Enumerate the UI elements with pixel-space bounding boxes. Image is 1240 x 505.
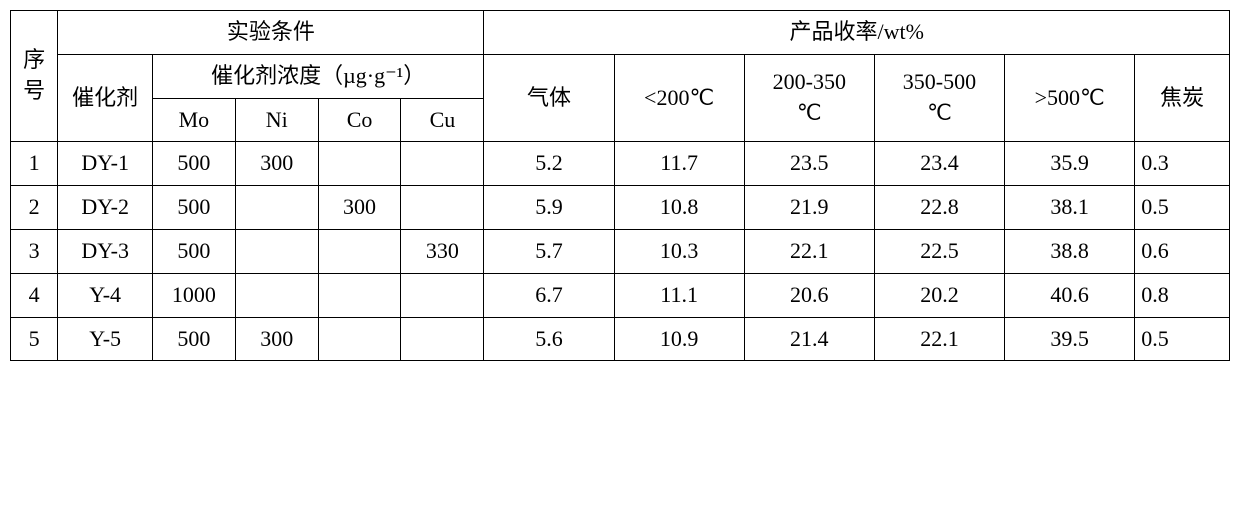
cell-seq: 3 xyxy=(11,229,58,273)
cell-ni: 300 xyxy=(235,142,318,186)
cell-coke: 0.5 xyxy=(1135,186,1230,230)
cell-350-500: 22.5 xyxy=(874,229,1004,273)
col-lt200: <200℃ xyxy=(614,54,744,142)
cell-co xyxy=(318,273,401,317)
col-350-500-unit: ℃ xyxy=(927,100,952,125)
cell-lt200: 11.7 xyxy=(614,142,744,186)
cell-seq: 2 xyxy=(11,186,58,230)
cell-catalyst: Y-4 xyxy=(58,273,153,317)
cell-gt500: 40.6 xyxy=(1005,273,1135,317)
col-gt500: >500℃ xyxy=(1005,54,1135,142)
table-row: 1 DY-1 500 300 5.2 11.7 23.5 23.4 35.9 0… xyxy=(11,142,1230,186)
cell-gas: 5.6 xyxy=(484,317,614,361)
cell-gas: 5.7 xyxy=(484,229,614,273)
col-co: Co xyxy=(318,98,401,142)
col-yield-group: 产品收率/wt% xyxy=(484,11,1230,55)
cell-lt200: 11.1 xyxy=(614,273,744,317)
cell-350-500: 20.2 xyxy=(874,273,1004,317)
col-mo: Mo xyxy=(152,98,235,142)
cell-catalyst: Y-5 xyxy=(58,317,153,361)
cell-cu xyxy=(401,186,484,230)
cell-ni xyxy=(235,229,318,273)
cell-gt500: 38.8 xyxy=(1005,229,1135,273)
cell-200-350: 22.1 xyxy=(744,229,874,273)
cell-lt200: 10.9 xyxy=(614,317,744,361)
cell-catalyst: DY-3 xyxy=(58,229,153,273)
col-gas: 气体 xyxy=(484,54,614,142)
cell-catalyst: DY-1 xyxy=(58,142,153,186)
cell-ni xyxy=(235,273,318,317)
cell-coke: 0.3 xyxy=(1135,142,1230,186)
cell-coke: 0.6 xyxy=(1135,229,1230,273)
cell-coke: 0.8 xyxy=(1135,273,1230,317)
col-200-350-range: 200-350 xyxy=(773,69,846,94)
table-body: 1 DY-1 500 300 5.2 11.7 23.5 23.4 35.9 0… xyxy=(11,142,1230,361)
cell-lt200: 10.8 xyxy=(614,186,744,230)
cell-coke: 0.5 xyxy=(1135,317,1230,361)
cell-mo: 500 xyxy=(152,317,235,361)
col-350-500-range: 350-500 xyxy=(903,69,976,94)
table-row: 3 DY-3 500 330 5.7 10.3 22.1 22.5 38.8 0… xyxy=(11,229,1230,273)
table-header: 序号 实验条件 产品收率/wt% 催化剂 催化剂浓度（µg·g⁻¹） 气体 <2… xyxy=(11,11,1230,142)
cell-gt500: 35.9 xyxy=(1005,142,1135,186)
col-cu: Cu xyxy=(401,98,484,142)
cell-ni: 300 xyxy=(235,317,318,361)
cell-mo: 1000 xyxy=(152,273,235,317)
col-350-500: 350-500 ℃ xyxy=(874,54,1004,142)
col-200-350-unit: ℃ xyxy=(797,100,822,125)
col-catalyst: 催化剂 xyxy=(58,54,153,142)
cell-gas: 5.2 xyxy=(484,142,614,186)
col-ni: Ni xyxy=(235,98,318,142)
cell-200-350: 21.9 xyxy=(744,186,874,230)
cell-gas: 6.7 xyxy=(484,273,614,317)
cell-co xyxy=(318,229,401,273)
experiment-table: 序号 实验条件 产品收率/wt% 催化剂 催化剂浓度（µg·g⁻¹） 气体 <2… xyxy=(10,10,1230,361)
col-seq: 序号 xyxy=(11,11,58,142)
col-200-350: 200-350 ℃ xyxy=(744,54,874,142)
cell-gt500: 39.5 xyxy=(1005,317,1135,361)
cell-gt500: 38.1 xyxy=(1005,186,1135,230)
cell-catalyst: DY-2 xyxy=(58,186,153,230)
cell-cu xyxy=(401,142,484,186)
cell-seq: 1 xyxy=(11,142,58,186)
cell-co xyxy=(318,317,401,361)
table-row: 4 Y-4 1000 6.7 11.1 20.6 20.2 40.6 0.8 xyxy=(11,273,1230,317)
cell-200-350: 23.5 xyxy=(744,142,874,186)
cell-350-500: 22.1 xyxy=(874,317,1004,361)
cell-seq: 5 xyxy=(11,317,58,361)
cell-seq: 4 xyxy=(11,273,58,317)
cell-lt200: 10.3 xyxy=(614,229,744,273)
cell-mo: 500 xyxy=(152,229,235,273)
cell-co: 300 xyxy=(318,186,401,230)
cell-mo: 500 xyxy=(152,186,235,230)
col-concentration-group: 催化剂浓度（µg·g⁻¹） xyxy=(152,54,483,98)
cell-gas: 5.9 xyxy=(484,186,614,230)
table-row: 2 DY-2 500 300 5.9 10.8 21.9 22.8 38.1 0… xyxy=(11,186,1230,230)
cell-200-350: 20.6 xyxy=(744,273,874,317)
cell-350-500: 23.4 xyxy=(874,142,1004,186)
cell-cu: 330 xyxy=(401,229,484,273)
cell-200-350: 21.4 xyxy=(744,317,874,361)
cell-350-500: 22.8 xyxy=(874,186,1004,230)
cell-co xyxy=(318,142,401,186)
col-conditions-group: 实验条件 xyxy=(58,11,484,55)
cell-ni xyxy=(235,186,318,230)
cell-cu xyxy=(401,273,484,317)
cell-mo: 500 xyxy=(152,142,235,186)
cell-cu xyxy=(401,317,484,361)
col-coke: 焦炭 xyxy=(1135,54,1230,142)
table-row: 5 Y-5 500 300 5.6 10.9 21.4 22.1 39.5 0.… xyxy=(11,317,1230,361)
